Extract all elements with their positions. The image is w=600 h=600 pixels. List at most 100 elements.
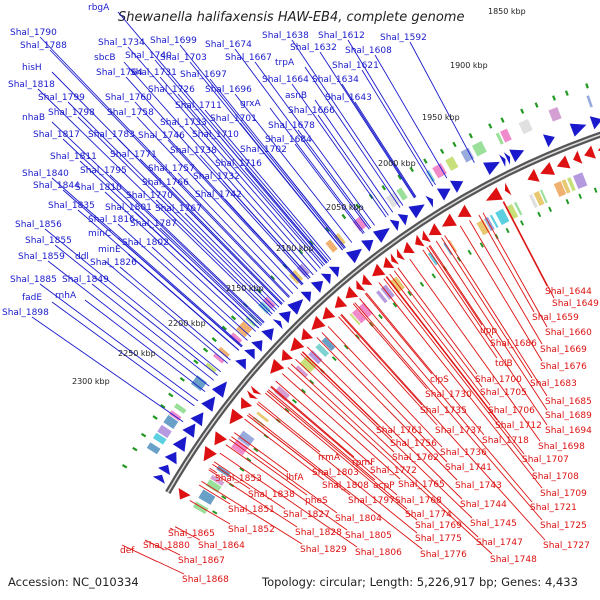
cog-block (146, 442, 161, 455)
leader-line (389, 273, 491, 406)
rna-tick (132, 446, 138, 452)
gene-label: Shal_1612 (318, 31, 365, 41)
gene-label: Shal_1844 (33, 181, 80, 191)
leader-line (426, 247, 548, 426)
leader-line (37, 88, 271, 317)
leader-line (104, 191, 257, 332)
leader-line (374, 54, 448, 179)
gene-label: Shal_1827 (283, 510, 330, 520)
gene-label: sbcB (94, 53, 116, 63)
leader-line (62, 138, 262, 327)
gene-arrow (241, 397, 253, 409)
gene-label: hisH (22, 63, 42, 73)
gene-label: Shal_1880 (143, 541, 190, 551)
gene-label: Shal_1638 (262, 31, 309, 41)
gene-arrow (425, 195, 433, 208)
gene-label: Shal_1803 (312, 468, 359, 478)
cog-block (229, 332, 243, 345)
rna-tick (593, 187, 598, 193)
gene-label: def (120, 546, 135, 556)
gene-arrow (383, 256, 395, 269)
leader-line (304, 66, 401, 208)
gene-arrow (178, 488, 191, 500)
leader-line (359, 298, 533, 503)
gene-label: Shal_1667 (225, 53, 272, 63)
leader-line (317, 114, 389, 216)
cog-block (495, 208, 510, 226)
rna-tick (534, 102, 539, 108)
leader-line (121, 544, 158, 563)
gene-label: asnB (285, 91, 307, 101)
rna-tick (140, 432, 147, 438)
gene-label: Shal_1733 (160, 118, 207, 128)
cog-block (513, 201, 523, 216)
gene-label: Shal_1853 (215, 474, 262, 484)
gene-arrow (250, 385, 262, 395)
rna-tick (409, 166, 414, 173)
gene-label: Shal_1772 (370, 466, 417, 476)
leader-line (361, 69, 434, 187)
cog-block (500, 128, 512, 143)
rna-tick (121, 464, 128, 469)
gene-arrow (573, 150, 583, 164)
cog-block (315, 343, 330, 358)
gene-label: Shal_1798 (48, 108, 95, 118)
cog-block (299, 356, 317, 374)
rna-tick (221, 325, 227, 331)
gene-label: Shal_1721 (530, 503, 577, 513)
gene-arrow (356, 280, 366, 291)
leader-line (198, 484, 231, 505)
leader-line (347, 39, 436, 186)
gene-arrow (556, 155, 571, 169)
cog-block (248, 313, 260, 324)
forward-cog-track (146, 95, 593, 455)
gene-label: lhfA (286, 473, 304, 483)
leader-line (164, 546, 181, 556)
gene-arrow (569, 123, 587, 137)
leader-line (268, 389, 376, 481)
leader-line (338, 316, 438, 426)
leader-line (212, 463, 251, 490)
gene-label: Shal_1802 (122, 238, 169, 248)
gene-label: Shal_1621 (332, 61, 379, 71)
gene-label: Shal_1829 (300, 545, 347, 555)
gene-label: Shal_1867 (178, 556, 225, 566)
gene-label: Shal_1767 (155, 204, 202, 214)
cog-block (567, 177, 576, 192)
gene-arrow (300, 291, 312, 303)
cog-block (460, 147, 475, 163)
gene-arrow (396, 248, 405, 261)
leader-line (127, 253, 239, 351)
cog-block (262, 296, 276, 310)
gene-arrow (164, 451, 177, 465)
cog-block (205, 479, 222, 493)
kbp-marker-label: 1850 kbp (488, 7, 526, 16)
cog-block (539, 189, 548, 204)
gene-label: rbgA (88, 3, 110, 13)
leader-line (291, 83, 387, 218)
leader-line (364, 293, 433, 375)
leader-line (459, 225, 543, 362)
leader-line (409, 41, 475, 163)
gene-arrow (540, 162, 555, 175)
cog-block (321, 337, 336, 352)
gene-arrow (158, 464, 170, 476)
gene-label: Shal_1828 (295, 528, 342, 538)
forward-gene-track (152, 116, 600, 484)
rna-tick (202, 347, 209, 353)
gene-label: Shal_1868 (182, 575, 229, 585)
reverse-gene-track (178, 145, 600, 500)
gene-arrow (152, 474, 165, 484)
gene-label: Shal_1811 (50, 152, 97, 162)
gene-label: Shal_1746 (138, 131, 185, 141)
gene-arrow (486, 187, 503, 201)
gene-label: Shal_1592 (380, 33, 427, 43)
gene-label: Shal_1730 (425, 390, 472, 400)
cog-block (528, 194, 538, 209)
gene-label: Shal_1859 (18, 252, 65, 262)
gene-label: Shal_1703 (160, 53, 207, 63)
cog-block (325, 239, 338, 253)
gene-label: Shal_1644 (545, 287, 592, 297)
leader-line (51, 301, 195, 407)
gene-label: Shal_1885 (10, 275, 57, 285)
